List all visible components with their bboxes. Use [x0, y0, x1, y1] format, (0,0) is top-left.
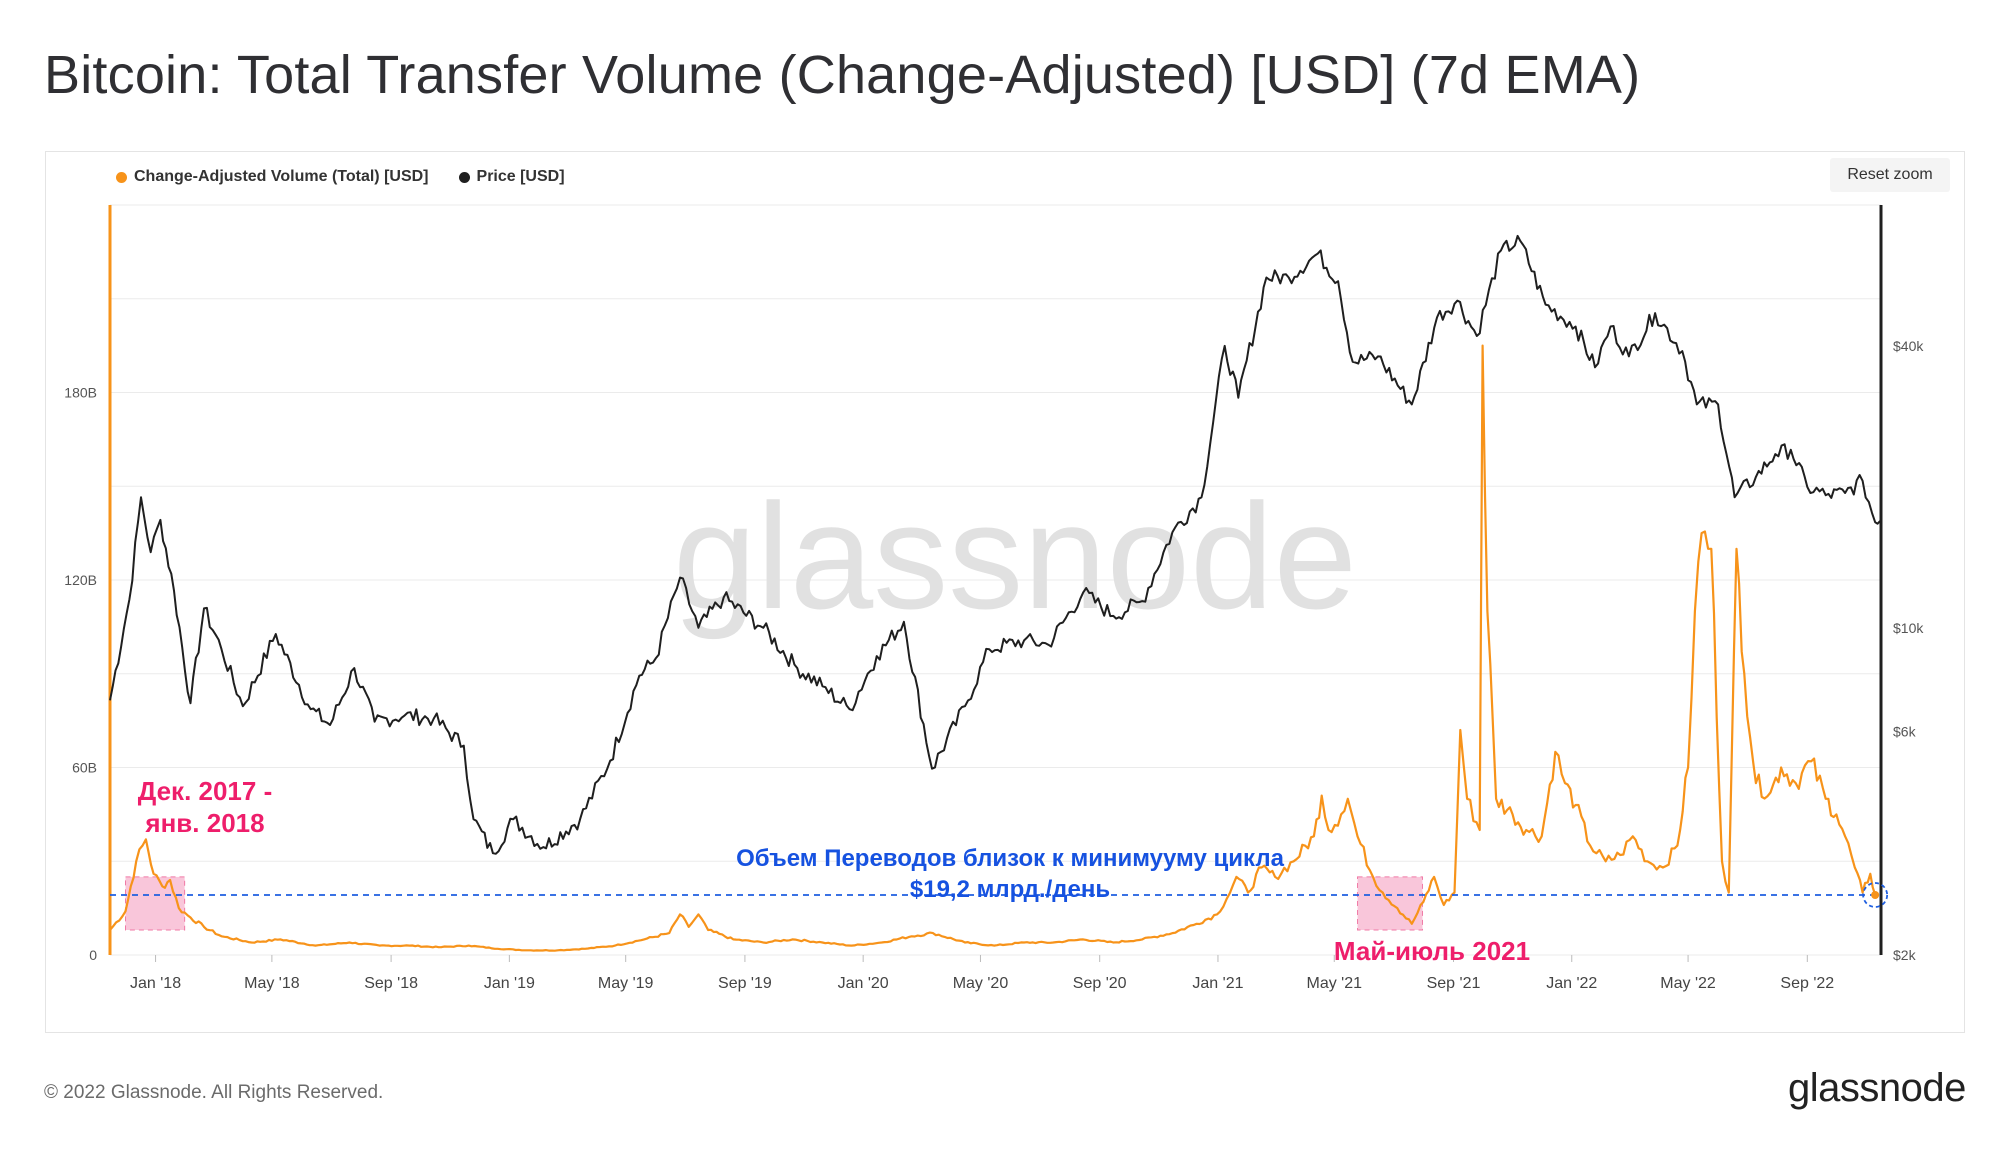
legend-dot-price-icon: [458, 171, 470, 183]
x-tick-label: May '20: [953, 975, 1009, 992]
annotation-cycle-low: Объем Переводов близок к минимууму цикла: [736, 845, 1284, 872]
y-left-tick-label: 120B: [64, 572, 97, 588]
chart-legend: Change-Adjusted Volume (Total) [USD] Pri…: [116, 168, 565, 186]
volume-series-line: [109, 344, 1877, 952]
footer-copyright: © 2022 Glassnode. All Rights Reserved.: [44, 1082, 384, 1103]
y-left-tick-label: 60B: [72, 760, 97, 776]
x-tick-label: May '21: [1307, 975, 1363, 992]
current-value-marker: [1862, 882, 1889, 908]
page-title: Bitcoin: Total Transfer Volume (Change-A…: [44, 45, 1641, 105]
annotation-value: $19,2 млрд./день: [910, 876, 1110, 903]
x-tick-label: Sep '19: [718, 975, 772, 992]
y-right-tick-label: $10k: [1893, 620, 1924, 636]
chart-frame: [45, 151, 1965, 1033]
x-tick-label: Sep '21: [1427, 975, 1481, 992]
x-tick-label: May '18: [244, 975, 300, 992]
legend-item-price[interactable]: Price [USD]: [458, 168, 565, 186]
legend-dot-volume-icon: [116, 171, 127, 183]
annotation-may-jul-2021: Май-июль 2021: [1334, 936, 1530, 966]
reset-zoom-button[interactable]: Reset zoom: [1830, 158, 1950, 192]
x-tick-label: Jan '22: [1546, 975, 1597, 992]
x-tick-label: May '19: [598, 975, 654, 992]
legend-label-volume: Change-Adjusted Volume (Total) [USD]: [134, 168, 429, 185]
y-right-tick-label: $6k: [1893, 724, 1917, 740]
x-tick-label: Jan '19: [484, 975, 535, 992]
highlight-region: [125, 876, 186, 931]
x-tick-label: Jan '20: [838, 975, 889, 992]
x-tick-label: Jan '18: [130, 975, 181, 992]
y-left-tick-label: 0: [89, 947, 97, 963]
y-right-tick-label: $40k: [1893, 338, 1924, 354]
annotation-dec2017: Дек. 2017 -: [138, 776, 272, 806]
annotation-jan2018: янв. 2018: [144, 808, 264, 838]
current-value-dot: [1871, 891, 1880, 899]
x-tick-label: Sep '18: [364, 975, 418, 992]
x-tick-label: Sep '22: [1780, 975, 1834, 992]
footer-logo: glassnode: [1788, 1066, 1966, 1110]
price-series-line: [109, 234, 1881, 855]
legend-item-volume[interactable]: Change-Adjusted Volume (Total) [USD]: [116, 168, 429, 186]
y-right-tick-label: $2k: [1893, 947, 1917, 963]
watermark: glassnode: [673, 472, 1357, 640]
x-tick-label: Sep '20: [1073, 975, 1127, 992]
x-tick-label: Jan '21: [1192, 975, 1243, 992]
x-tick-label: May '22: [1660, 975, 1716, 992]
y-left-tick-label: 180B: [64, 385, 97, 401]
legend-label-price: Price [USD]: [476, 168, 565, 185]
